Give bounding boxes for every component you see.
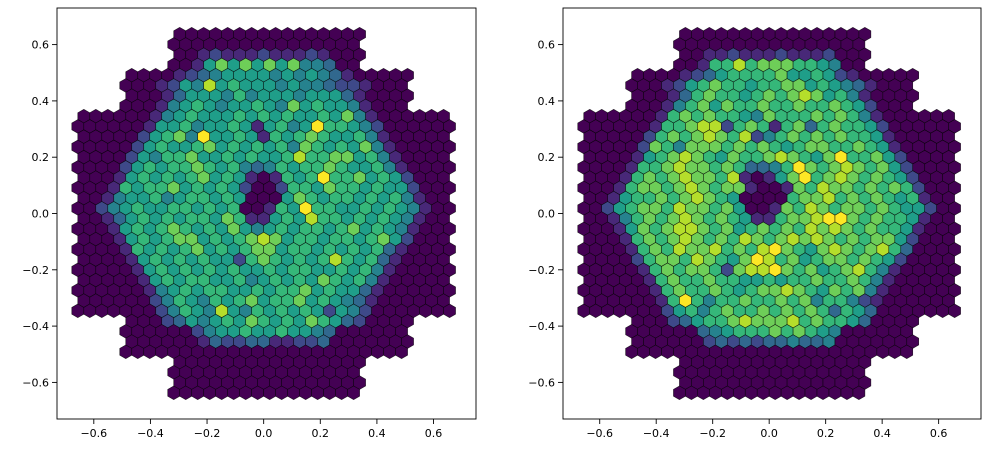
hex-bin bbox=[828, 385, 842, 400]
hex-bin bbox=[443, 303, 456, 319]
hex-bin bbox=[601, 303, 614, 319]
x-tick-label: −0.6 bbox=[586, 427, 613, 440]
x-tick-label: 0.6 bbox=[930, 427, 948, 440]
y-tick-label: −0.2 bbox=[528, 264, 555, 277]
hex-bin bbox=[840, 385, 854, 400]
y-tick-label: −0.6 bbox=[528, 376, 555, 389]
hex-bin bbox=[577, 303, 591, 319]
y-tick-label: 0.4 bbox=[538, 95, 556, 108]
hex-bin bbox=[71, 303, 85, 319]
hex-bin bbox=[323, 385, 336, 400]
hex-bin bbox=[685, 385, 698, 400]
hex-bin bbox=[299, 385, 312, 400]
x-tick-label: 0.6 bbox=[425, 427, 443, 440]
y-tick-label: 0.6 bbox=[538, 39, 556, 52]
hexbin-plot-left: −0.6 −0.4 −0.2 0.0 0.2 0.4 0.6 −0.6 −0.4 −0.2 0.0 0… bbox=[22, 7, 477, 440]
hex-bin bbox=[948, 303, 961, 319]
x-tick-label: −0.6 bbox=[80, 427, 107, 440]
hex-bin bbox=[697, 385, 710, 400]
y-tick-label: −0.4 bbox=[528, 320, 555, 333]
hex-bin bbox=[83, 303, 97, 319]
hex-bin bbox=[95, 303, 109, 319]
y-tick-label: 0.2 bbox=[538, 151, 556, 164]
hex-bin bbox=[347, 385, 360, 400]
x-tick-label: −0.4 bbox=[643, 427, 670, 440]
hex-bin bbox=[876, 344, 890, 360]
hex-bin bbox=[239, 385, 252, 400]
x-tick-label: −0.2 bbox=[194, 427, 221, 440]
hex-bin bbox=[215, 385, 228, 400]
hex-bin bbox=[792, 385, 806, 400]
hex-bin bbox=[191, 385, 205, 400]
x-tick-label: −0.2 bbox=[699, 427, 726, 440]
y-tick-label: −0.2 bbox=[22, 264, 49, 277]
x-tick-label: 0.2 bbox=[312, 427, 330, 440]
hex-bin bbox=[649, 344, 662, 360]
hex-bin bbox=[673, 385, 686, 400]
hex-bin bbox=[203, 385, 216, 400]
hex-bin bbox=[383, 344, 396, 360]
hex-bin bbox=[625, 344, 638, 360]
hex-bin bbox=[744, 385, 758, 400]
hex-bin bbox=[661, 344, 674, 360]
y-tick-label: 0.0 bbox=[32, 208, 50, 221]
hex-bin bbox=[709, 385, 722, 400]
hex-bin bbox=[613, 303, 626, 319]
hex-bin bbox=[816, 385, 830, 400]
hex-cells bbox=[577, 27, 961, 400]
y-tick-label: 0.2 bbox=[32, 151, 50, 164]
x-tick-label: −0.4 bbox=[137, 427, 164, 440]
hex-bin bbox=[107, 303, 121, 319]
hex-bin bbox=[335, 385, 348, 400]
y-tick-label: 0.0 bbox=[538, 208, 556, 221]
hex-bin bbox=[287, 385, 300, 400]
hex-bin bbox=[431, 303, 444, 319]
x-tick-label: 0.4 bbox=[873, 427, 891, 440]
hex-bin bbox=[263, 385, 276, 400]
hex-bin bbox=[900, 344, 914, 360]
x-tick-label: 0.0 bbox=[760, 427, 778, 440]
x-tick-label: 0.0 bbox=[255, 427, 273, 440]
hex-bin bbox=[804, 385, 818, 400]
y-tick-label: 0.4 bbox=[32, 95, 50, 108]
y-tick-label: −0.6 bbox=[22, 376, 49, 389]
hex-bin bbox=[852, 385, 866, 400]
x-tick-label: 0.2 bbox=[817, 427, 835, 440]
hex-bin bbox=[143, 344, 157, 360]
hex-bin bbox=[419, 303, 432, 319]
hex-bin bbox=[227, 385, 240, 400]
hex-bin bbox=[251, 385, 264, 400]
hex-bin bbox=[924, 303, 937, 319]
y-tick-label: 0.6 bbox=[32, 39, 50, 52]
hex-cells bbox=[71, 27, 456, 400]
hex-bin bbox=[311, 385, 324, 400]
hex-bin bbox=[780, 385, 794, 400]
hex-bin bbox=[167, 385, 181, 400]
hex-bin bbox=[756, 385, 770, 400]
hex-bin bbox=[721, 385, 734, 400]
x-tick-label: 0.4 bbox=[368, 427, 386, 440]
hexbin-plot-right: −0.6 −0.4 −0.2 0.0 0.2 0.4 0.6 −0.6 −0.4 −0.2 0.0 0… bbox=[528, 7, 982, 440]
hex-bin bbox=[119, 344, 133, 360]
hex-bin bbox=[732, 385, 746, 400]
hex-bin bbox=[589, 303, 602, 319]
hex-bin bbox=[936, 303, 949, 319]
y-tick-label: −0.4 bbox=[22, 320, 49, 333]
hex-bin bbox=[275, 385, 288, 400]
hex-bin bbox=[179, 385, 193, 400]
hex-bin bbox=[395, 344, 408, 360]
hex-bin bbox=[768, 385, 782, 400]
